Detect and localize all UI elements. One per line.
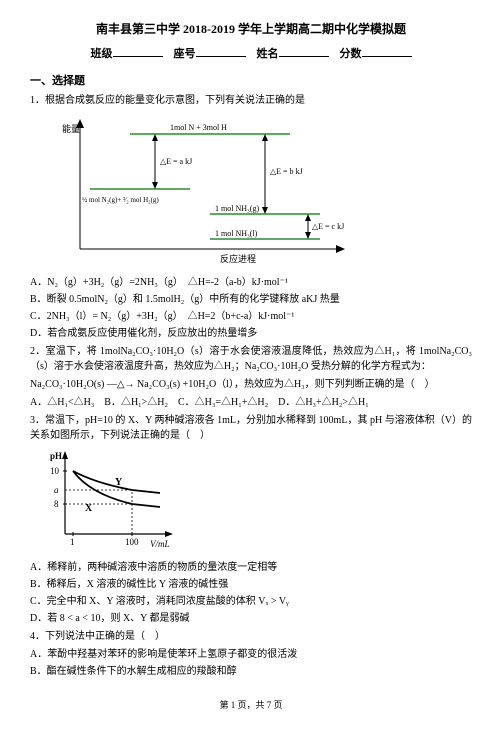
header-fields: 班级 座号 姓名 分数 xyxy=(30,44,472,63)
section-title: 一、选择题 xyxy=(30,73,472,90)
top-level-label: 1mol N + 3mol H xyxy=(170,123,227,132)
q3-optC: C．完全中和 X、Y 溶液时，消耗同浓度盐酸的体积 Vₓ > Vᵧ xyxy=(30,594,472,609)
q1-optD: D．若合成氨反应使用催化剂，反应放出的热量增多 xyxy=(30,326,472,341)
xlabel: 反应进程 xyxy=(220,253,256,264)
q3-optD: D．若 8 < a < 10，则 X、Y 都是弱碱 xyxy=(30,611,472,626)
dE-c: △E = c kJ xyxy=(312,222,344,231)
field-seat-label: 座号 xyxy=(174,48,196,60)
q2-options: A．△H₁<△H₃ B．△H₁>△H₂ C．△H₃=△H₁+△H₂ D．△H₃+… xyxy=(30,395,472,410)
page-title: 南丰县第三中学 2018-2019 学年上学期高二期中化学模拟题 xyxy=(30,20,472,38)
q2-optB: B．△H₁>△H₂ xyxy=(104,397,168,408)
dE-a: △E = a kJ xyxy=(160,157,192,166)
left-level-label: ½ mol N₂(g)+ ³⁄₂ mol H₂(g) xyxy=(82,196,159,204)
q3-optA: A．稀释前，两种碱溶液中溶质的物质的量浓度一定相等 xyxy=(30,560,472,575)
field-seat-blank xyxy=(196,44,246,57)
q4-optB: B．酯在碱性条件下的水解生成相应的羧酸和醇 xyxy=(30,664,472,679)
field-name-label: 姓名 xyxy=(257,48,279,60)
ytick-10: 10 xyxy=(50,466,60,476)
xtick-1: 1 xyxy=(70,537,75,547)
ph-graph: pH V/mL 10 8 a 1 100 X Y xyxy=(40,449,472,554)
ph-xlabel: V/mL xyxy=(150,539,170,549)
q2-stem: 2．室温下，将 1molNa₂CO₃·10H₂O（s）溶于水会使溶液温度降低，热… xyxy=(30,344,472,374)
energy-diagram: 能量 反应进程 1mol N + 3mol H ½ mol N₂(g)+ ³⁄₂… xyxy=(60,114,472,269)
field-name-blank xyxy=(279,44,329,57)
q3-optB: B．稀释后，X 溶液的碱性比 Y 溶液的碱性强 xyxy=(30,577,472,592)
mid-level-label: 1 mol NH₃(g) xyxy=(215,204,259,213)
curve-x-label: X xyxy=(85,503,93,514)
page-footer: 第 1 页，共 7 页 xyxy=(30,699,472,713)
q4-optA: A．苯酚中羟基对苯环的影响是使苯环上氢原子都变的很活泼 xyxy=(30,647,472,662)
field-class-blank xyxy=(113,44,163,57)
field-class-label: 班级 xyxy=(91,48,113,60)
dE-b: △E = b kJ xyxy=(270,167,303,176)
field-score-label: 分数 xyxy=(340,48,362,60)
q1-optA: A．N₂（g）+3H₂（g）=2NH₃（g） △H=-2（a-b）kJ·mol⁻… xyxy=(30,275,472,290)
ytick-8: 8 xyxy=(54,499,59,509)
xtick-100: 100 xyxy=(125,537,139,547)
q2-optA: A．△H₁<△H₃ xyxy=(30,397,94,408)
ylabel: 能量 xyxy=(62,123,80,134)
curve-y-label: Y xyxy=(115,477,123,488)
q2-optC: C．△H₃=△H₁+△H₂ xyxy=(178,397,268,408)
ytick-a: a xyxy=(54,485,59,495)
ph-ylabel: pH xyxy=(50,451,62,461)
q1-optC: C．2NH₃（l）= N₂（g）+3H₂（g） △H=2（b+c-a）kJ·mo… xyxy=(30,309,472,324)
q1-optB: B．断裂 0.5molN₂（g）和 1.5molH₂（g）中所有的化学键释放 a… xyxy=(30,292,472,307)
bot-level-label: 1 mol NH₃(l) xyxy=(215,229,258,238)
q4-stem: 4．下列说法中正确的是（ ） xyxy=(30,629,472,644)
q3-stem: 3．常温下，pH=10 的 X、Y 两种碱溶液各 1mL，分别加水稀释到 100… xyxy=(30,413,472,443)
q1-stem: 1．根据合成氨反应的能量变化示意图，下列有关说法正确的是 xyxy=(30,93,472,108)
field-score-blank xyxy=(362,44,412,57)
q2-eq: Na₂CO₃·10H₂O(s) —△→ Na₂CO₃(s) +10H₂O（l），… xyxy=(30,377,472,392)
q2-optD: D．△H₃+△H₂>△H₁ xyxy=(278,397,369,408)
